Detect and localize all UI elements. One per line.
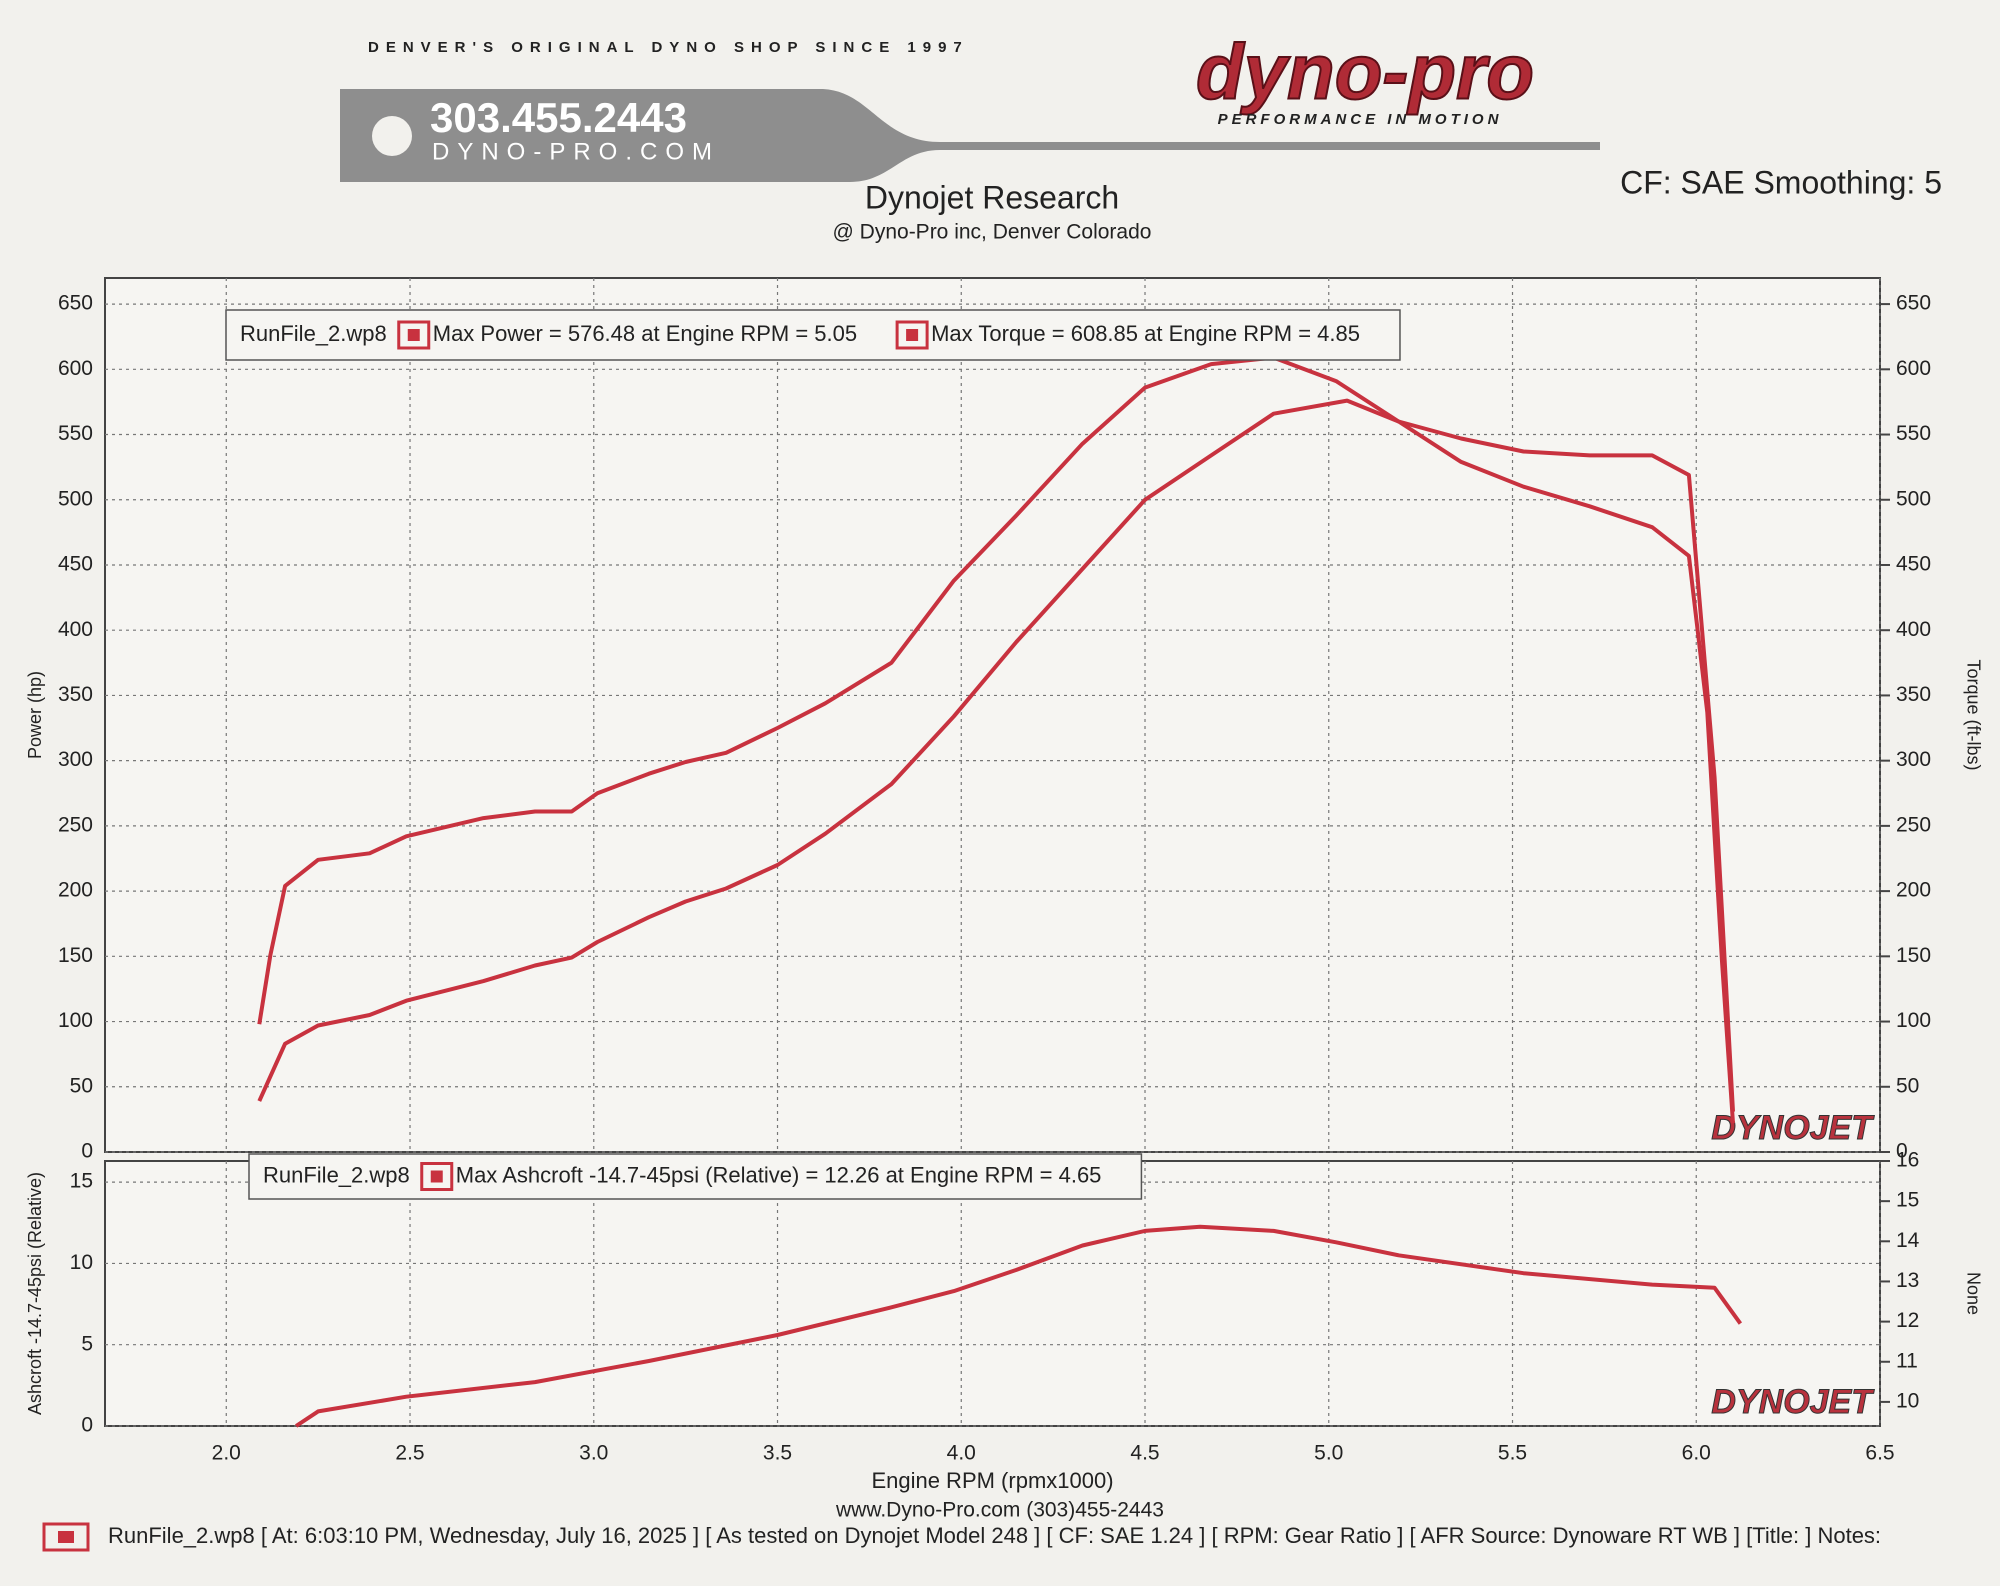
y-tick-label: 300 xyxy=(58,748,93,771)
y-tick-label: 550 xyxy=(58,422,93,445)
x-tick-label: 5.5 xyxy=(1498,1442,1527,1465)
x-tick-label: 5.0 xyxy=(1314,1442,1343,1465)
y-tick-label: 600 xyxy=(58,357,93,380)
y-tick-label: 0 xyxy=(81,1414,93,1437)
y2-tick-label: 13 xyxy=(1896,1269,1919,1292)
legend-entry: Max Power = 576.48 at Engine RPM = 5.05 xyxy=(433,321,857,346)
y2-tick-label: 600 xyxy=(1896,357,1931,380)
y2-tick-label: 15 xyxy=(1896,1189,1919,1212)
y2-axis-label: Torque (ft-lbs) xyxy=(1963,659,1983,770)
settings: CF: SAE Smoothing: 5 xyxy=(1620,164,1942,200)
y-tick-label: 350 xyxy=(58,683,93,706)
legend-marker-fill xyxy=(430,1170,443,1183)
series-line xyxy=(257,355,1735,1124)
footer-contact: www.Dyno-Pro.com (303)455-2443 xyxy=(835,1499,1164,1522)
series-line xyxy=(294,1224,1743,1428)
x-tick-label: 4.0 xyxy=(947,1442,976,1465)
y2-tick-label: 150 xyxy=(1896,944,1931,967)
y-tick-label: 50 xyxy=(70,1074,93,1097)
x-tick-label: 4.5 xyxy=(1130,1442,1159,1465)
y2-tick-label: 12 xyxy=(1896,1309,1919,1332)
y2-tick-label: 500 xyxy=(1896,487,1931,510)
legend-title: RunFile_2.wp8 xyxy=(240,321,387,346)
y-tick-label: 450 xyxy=(58,553,93,576)
series-line xyxy=(257,398,1735,1112)
y2-tick-label: 550 xyxy=(1896,422,1931,445)
y2-tick-label: 400 xyxy=(1896,618,1931,641)
footer-marker-fill xyxy=(58,1531,74,1543)
y-tick-label: 100 xyxy=(58,1009,93,1032)
x-tick-label: 3.0 xyxy=(579,1442,608,1465)
legend-box xyxy=(248,1153,1143,1200)
legend-marker-fill xyxy=(906,329,919,341)
y-tick-label: 650 xyxy=(58,292,93,315)
y2-tick-label: 200 xyxy=(1896,879,1931,902)
y-tick-label: 10 xyxy=(70,1251,93,1274)
y2-tick-label: 0 xyxy=(1896,1140,1908,1163)
y2-tick-label: 14 xyxy=(1896,1229,1920,1252)
legend-marker xyxy=(397,320,431,350)
phone: 303.455.2443 xyxy=(430,94,687,141)
y2-tick-label: 350 xyxy=(1896,683,1931,706)
y-axis-label: Power (hp) xyxy=(25,671,45,759)
y2-tick-label: 650 xyxy=(1896,292,1931,315)
legend-entry: Max Ashcroft -14.7-45psi (Relative) = 12… xyxy=(456,1162,1102,1187)
chart-subtitle: @ Dyno-Pro inc, Denver Colorado xyxy=(833,221,1152,244)
header-banner xyxy=(340,89,1600,182)
plot-area xyxy=(104,1160,1881,1427)
legend-entry: Max Torque = 608.85 at Engine RPM = 4.85 xyxy=(931,321,1360,346)
tagline: DENVER'S ORIGINAL DYNO SHOP SINCE 1997 xyxy=(368,39,969,56)
y2-tick-label: 10 xyxy=(1896,1389,1919,1412)
website: DYNO-PRO.COM xyxy=(432,138,720,165)
watermark: DYNOJET xyxy=(1711,1383,1875,1421)
facebook-icon xyxy=(372,116,412,156)
y2-tick-label: 250 xyxy=(1896,813,1931,836)
legend-box xyxy=(225,309,1401,361)
x-tick-label: 2.5 xyxy=(395,1442,424,1465)
slogan: PERFORMANCE IN MOTION xyxy=(1218,111,1503,128)
y2-tick-label: 300 xyxy=(1896,748,1931,771)
x-tick-label: 6.5 xyxy=(1865,1442,1894,1465)
y-tick-label: 15 xyxy=(70,1170,93,1193)
y-tick-label: 400 xyxy=(58,618,93,641)
y2-tick-label: 100 xyxy=(1896,1009,1931,1032)
footer-run-info: RunFile_2.wp8 [ At: 6:03:10 PM, Wednesda… xyxy=(108,1523,1881,1548)
watermark: DYNOJET xyxy=(1711,1109,1875,1147)
y-tick-label: 250 xyxy=(58,813,93,836)
footer-marker xyxy=(42,1522,90,1552)
x-tick-label: 3.5 xyxy=(763,1442,792,1465)
x-tick-label: 6.0 xyxy=(1682,1442,1711,1465)
legend-marker xyxy=(420,1162,454,1191)
x-tick-label: 2.0 xyxy=(212,1442,241,1465)
y-tick-label: 200 xyxy=(58,879,93,902)
legend-marker-fill xyxy=(407,329,420,341)
legend-marker xyxy=(895,320,929,350)
y2-tick-label: 11 xyxy=(1896,1349,1918,1372)
y-axis-label: Ashcroft -14.7-45psi (Relative) xyxy=(25,1172,45,1415)
y-tick-label: 5 xyxy=(81,1332,93,1355)
chart-title: Dynojet Research xyxy=(865,179,1119,215)
y2-axis-label: None xyxy=(1963,1272,1983,1315)
y-tick-label: 500 xyxy=(58,487,93,510)
logo: dyno-pro xyxy=(1196,28,1534,116)
y2-tick-label: 16 xyxy=(1896,1149,1919,1172)
y-tick-label: 0 xyxy=(81,1140,93,1163)
plot-area xyxy=(104,277,1881,1153)
y2-tick-label: 450 xyxy=(1896,553,1931,576)
y2-tick-label: 50 xyxy=(1896,1074,1919,1097)
x-axis-label: Engine RPM (rpmx1000) xyxy=(871,1468,1113,1493)
legend-title: RunFile_2.wp8 xyxy=(263,1162,410,1187)
y-tick-label: 150 xyxy=(58,944,93,967)
